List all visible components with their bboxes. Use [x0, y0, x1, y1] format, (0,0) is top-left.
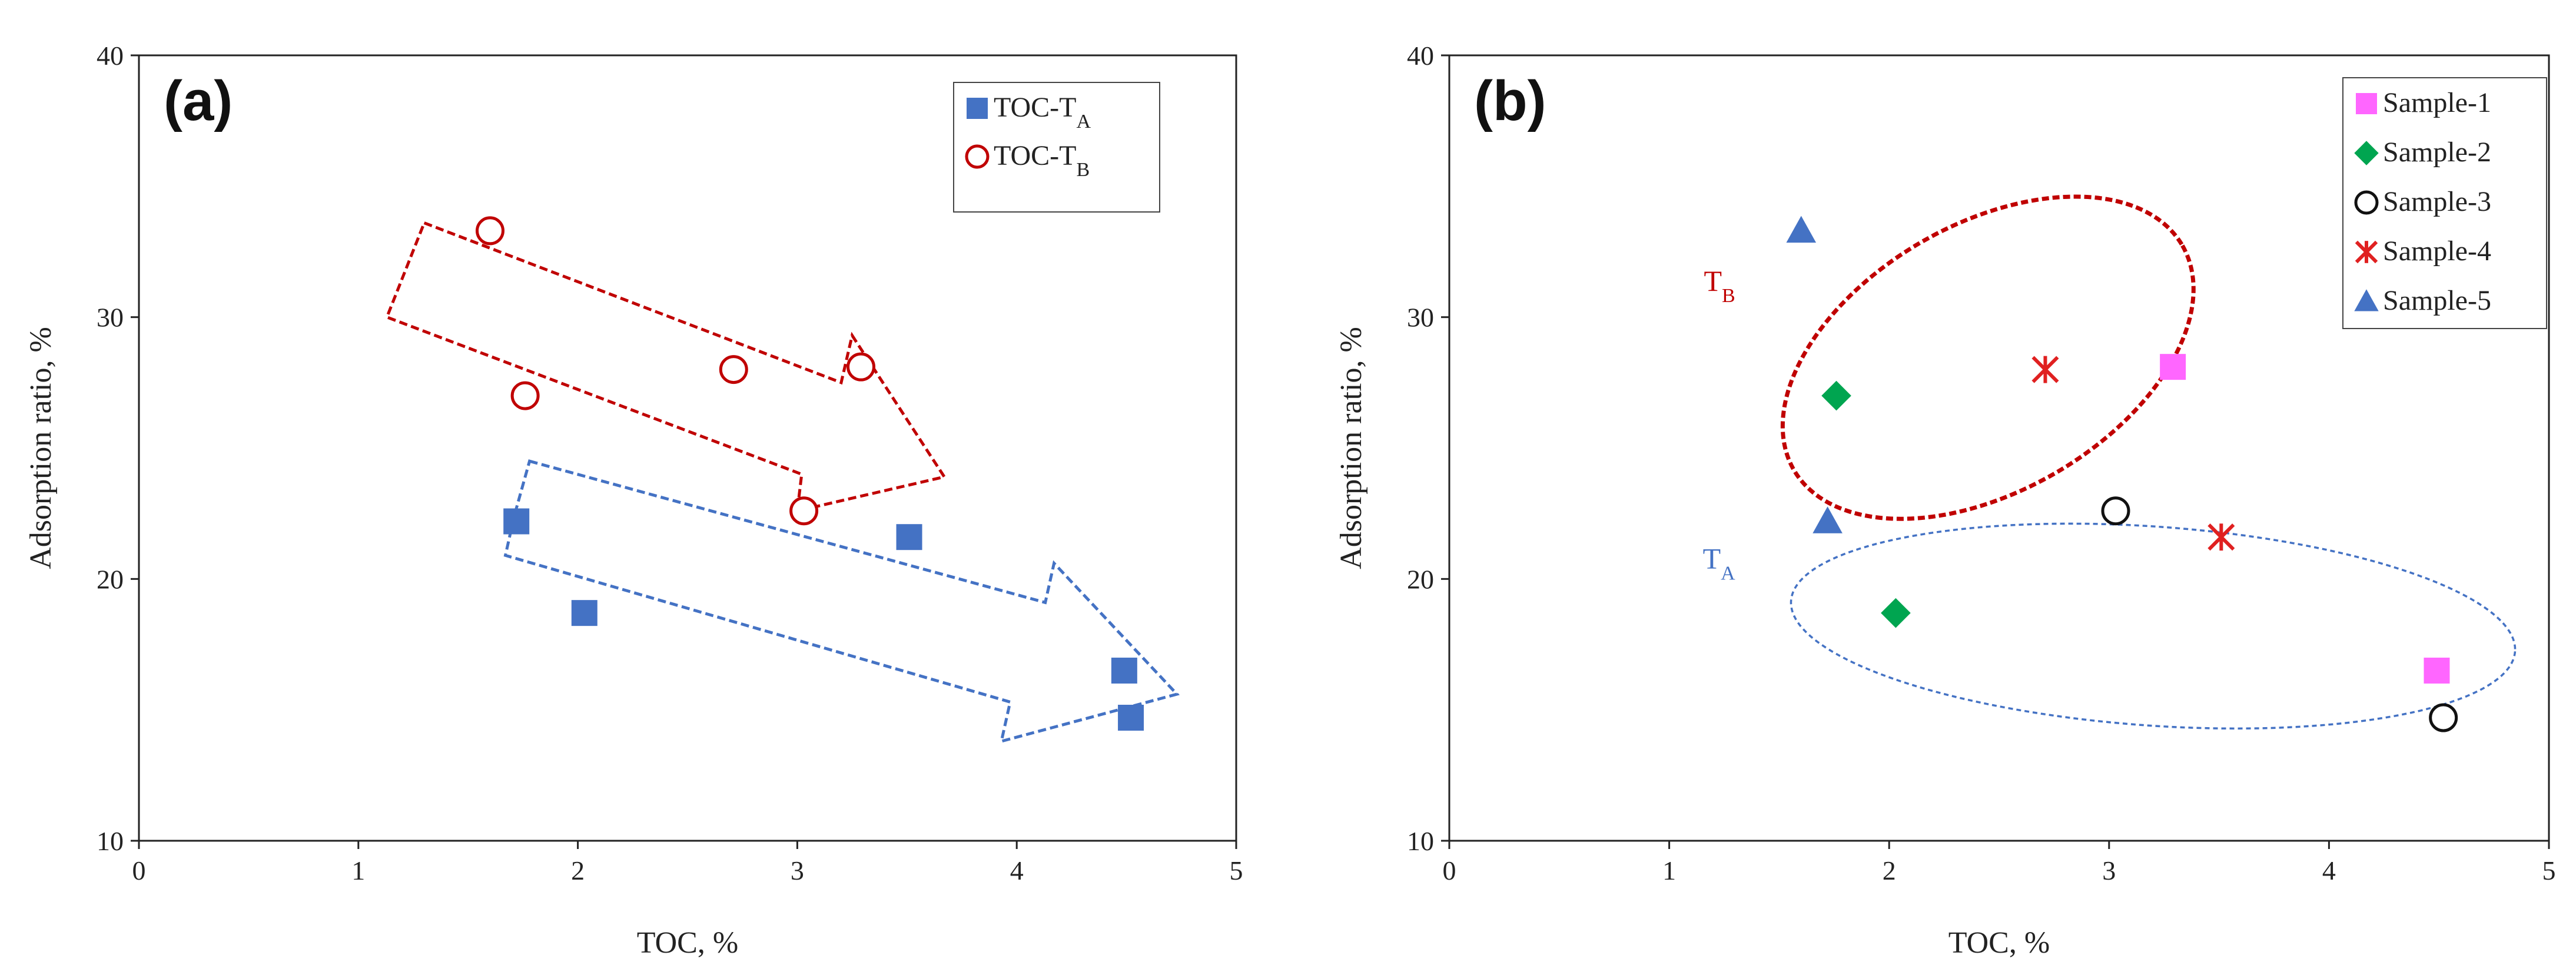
panel-b: 0 1 2 3 4 5 10 20 30 40 TOC, % Adsorption ratio, % (…	[1335, 41, 2556, 960]
data-point	[1821, 380, 1851, 411]
group-ellipse	[1790, 522, 2517, 730]
legend-label: Sample-5	[2383, 285, 2491, 316]
x-tick-label: 1	[351, 855, 365, 886]
y-tick-label: 40	[1407, 41, 1434, 71]
x-tick-label: 0	[132, 855, 146, 886]
data-point	[2160, 354, 2186, 380]
y-axis-label: Adsorption ratio, %	[24, 327, 58, 569]
x-tick-label: 2	[571, 855, 585, 886]
subscript: A	[1076, 111, 1091, 132]
data-point	[896, 524, 922, 550]
legend-marker	[965, 144, 990, 169]
panel-label: (b)	[1474, 69, 1546, 132]
data-point	[1118, 705, 1144, 731]
y-tick-label: 30	[1407, 303, 1434, 333]
data-point	[475, 216, 504, 246]
data-point	[503, 508, 530, 535]
group-label: TA	[1703, 542, 1736, 585]
x-tick-label: 4	[1010, 855, 1024, 886]
data-point	[1111, 657, 1137, 684]
panel-a: 0 1 2 3 4 5 10 20 30 40 TOC, % Adsorption ratio, % (…	[24, 41, 1243, 960]
group-label: TB	[1704, 264, 1735, 307]
data-point	[789, 496, 819, 526]
data-point	[2429, 703, 2458, 732]
y-tick-label: 20	[97, 564, 124, 594]
plot-frame	[138, 54, 1237, 842]
legend-marker	[967, 98, 988, 119]
data-point	[1813, 506, 1843, 533]
data-point	[2207, 523, 2235, 551]
legend-marker	[2354, 190, 2379, 215]
y-tick-label: 20	[1407, 564, 1434, 594]
x-tick-label: 3	[2102, 855, 2116, 886]
x-axis-label: TOC, %	[637, 926, 738, 960]
legend-marker	[2356, 93, 2377, 114]
plot-frame	[1448, 54, 2550, 842]
y-tick-label: 40	[97, 41, 124, 71]
data-point	[2031, 356, 2059, 383]
data-point	[2101, 496, 2130, 526]
subscript: B	[1722, 285, 1735, 307]
legend-label: Sample-2	[2383, 137, 2491, 168]
y-tick-label: 10	[1407, 826, 1434, 856]
data-point	[1881, 598, 1911, 628]
data-point	[571, 600, 597, 626]
legend-label: Sample-3	[2383, 186, 2491, 217]
subscript: A	[1721, 562, 1735, 584]
legend-label: Sample-4	[2383, 236, 2491, 267]
data-point	[1786, 215, 1817, 243]
x-axis-label: TOC, %	[1948, 926, 2050, 960]
panel-label: (a)	[164, 69, 233, 132]
legend-marker	[2354, 289, 2379, 311]
x-tick-label: 5	[2542, 855, 2556, 886]
subscript: B	[1076, 159, 1090, 181]
group-ellipse	[1780, 194, 2196, 521]
legend-marker	[2355, 240, 2378, 264]
x-tick-label: 2	[1883, 855, 1896, 886]
x-tick-label: 4	[2322, 855, 2336, 886]
x-tick-label: 3	[791, 855, 804, 886]
legend: Sample-1 Sample-2 Sample-3 Sample-4 Sample-5	[2342, 77, 2547, 329]
data-point	[2424, 657, 2450, 684]
x-tick-label: 1	[1662, 855, 1676, 886]
data-point	[719, 355, 748, 384]
legend-box	[953, 82, 1160, 213]
y-tick-label: 30	[97, 303, 124, 333]
x-tick-label: 5	[1230, 855, 1243, 886]
y-tick-label: 10	[97, 826, 124, 856]
trend-arrow	[503, 459, 1180, 744]
y-axis-label: Adsorption ratio, %	[1335, 327, 1368, 569]
data-point	[510, 381, 540, 410]
legend-label: Sample-1	[2383, 87, 2491, 118]
data-point	[847, 352, 876, 382]
legend-marker	[2354, 141, 2379, 165]
x-tick-label: 0	[1443, 855, 1456, 886]
